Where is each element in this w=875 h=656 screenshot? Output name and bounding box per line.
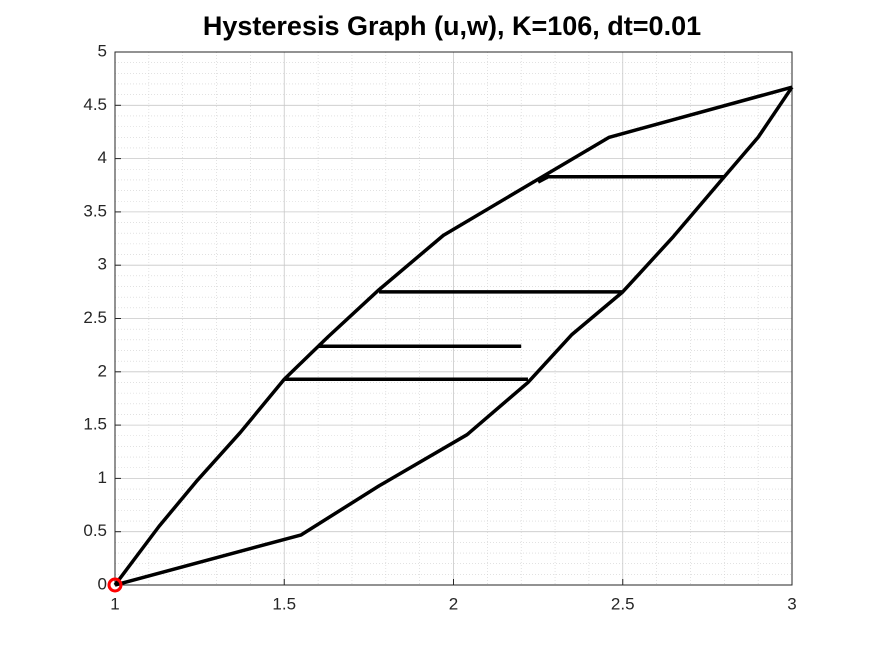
y-tick-label: 3.5 (83, 201, 107, 220)
x-tick-label: 2 (449, 594, 458, 613)
line-series (113, 85, 794, 587)
x-tick-label: 1 (110, 594, 119, 613)
chart-title: Hysteresis Graph (u,w), K=106, dt=0.01 (203, 11, 701, 41)
x-tick-label: 1.5 (272, 594, 296, 613)
y-tick-label: 0 (98, 574, 107, 593)
x-tick-label: 2.5 (611, 594, 635, 613)
y-tick-label: 5 (98, 41, 107, 60)
y-tick-label: 0.5 (83, 521, 107, 540)
x-tick-label: 3 (787, 594, 796, 613)
y-tick-label: 3 (98, 255, 107, 274)
y-tick-label: 2.5 (83, 308, 107, 327)
y-tick-label: 4 (98, 148, 107, 167)
start-marker (107, 577, 123, 593)
y-tick-label: 2 (98, 361, 107, 380)
y-tick-label: 1 (98, 468, 107, 487)
y-tick-label: 1.5 (83, 415, 107, 434)
y-tick-label: 4.5 (83, 95, 107, 114)
axes-box (114, 51, 793, 586)
